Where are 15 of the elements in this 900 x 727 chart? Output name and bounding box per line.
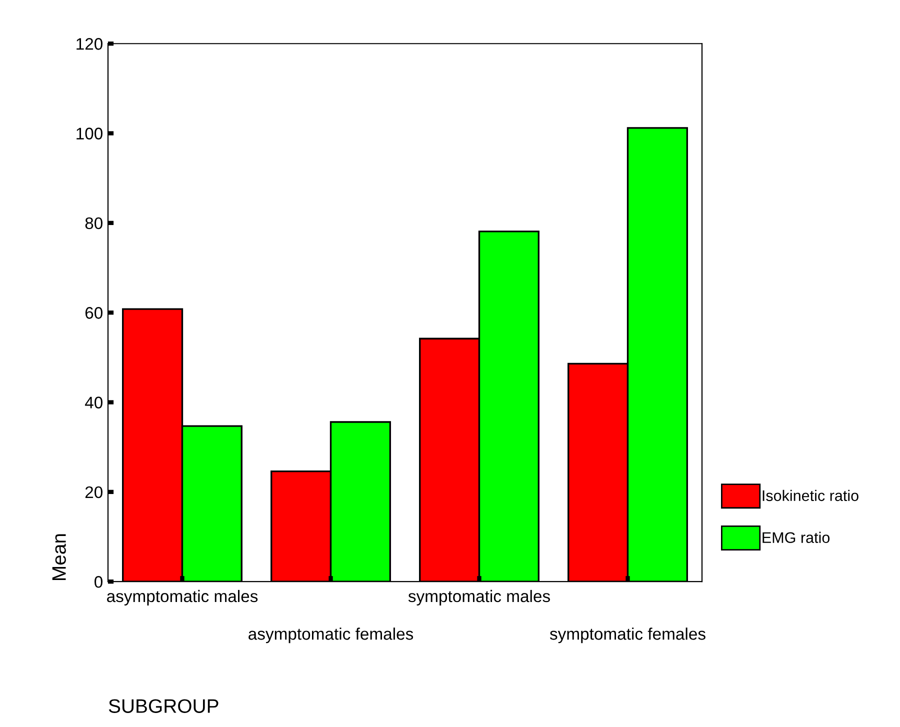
- x-tick-label: asymptomatic males: [107, 590, 258, 606]
- y-tick-label: 60: [85, 307, 102, 319]
- y-tick-label: 20: [85, 486, 102, 498]
- x-tick-label: symptomatic females: [550, 628, 706, 644]
- y-tick-label: 80: [85, 217, 102, 230]
- y-axis-title: Mean: [52, 534, 66, 580]
- x-tick-label: symptomatic males: [408, 590, 550, 606]
- x-tick-label: asymptomatic females: [248, 628, 414, 644]
- y-tick-label: 120: [76, 38, 102, 50]
- legend-label: Isokinetic ratio: [762, 490, 858, 502]
- y-tick-label: 100: [76, 128, 102, 140]
- y-tick-label: 0: [94, 576, 102, 588]
- x-axis-title: SUBGROUP: [108, 699, 218, 713]
- legend-label: EMG ratio: [762, 532, 830, 544]
- y-tick-label: 40: [84, 396, 102, 408]
